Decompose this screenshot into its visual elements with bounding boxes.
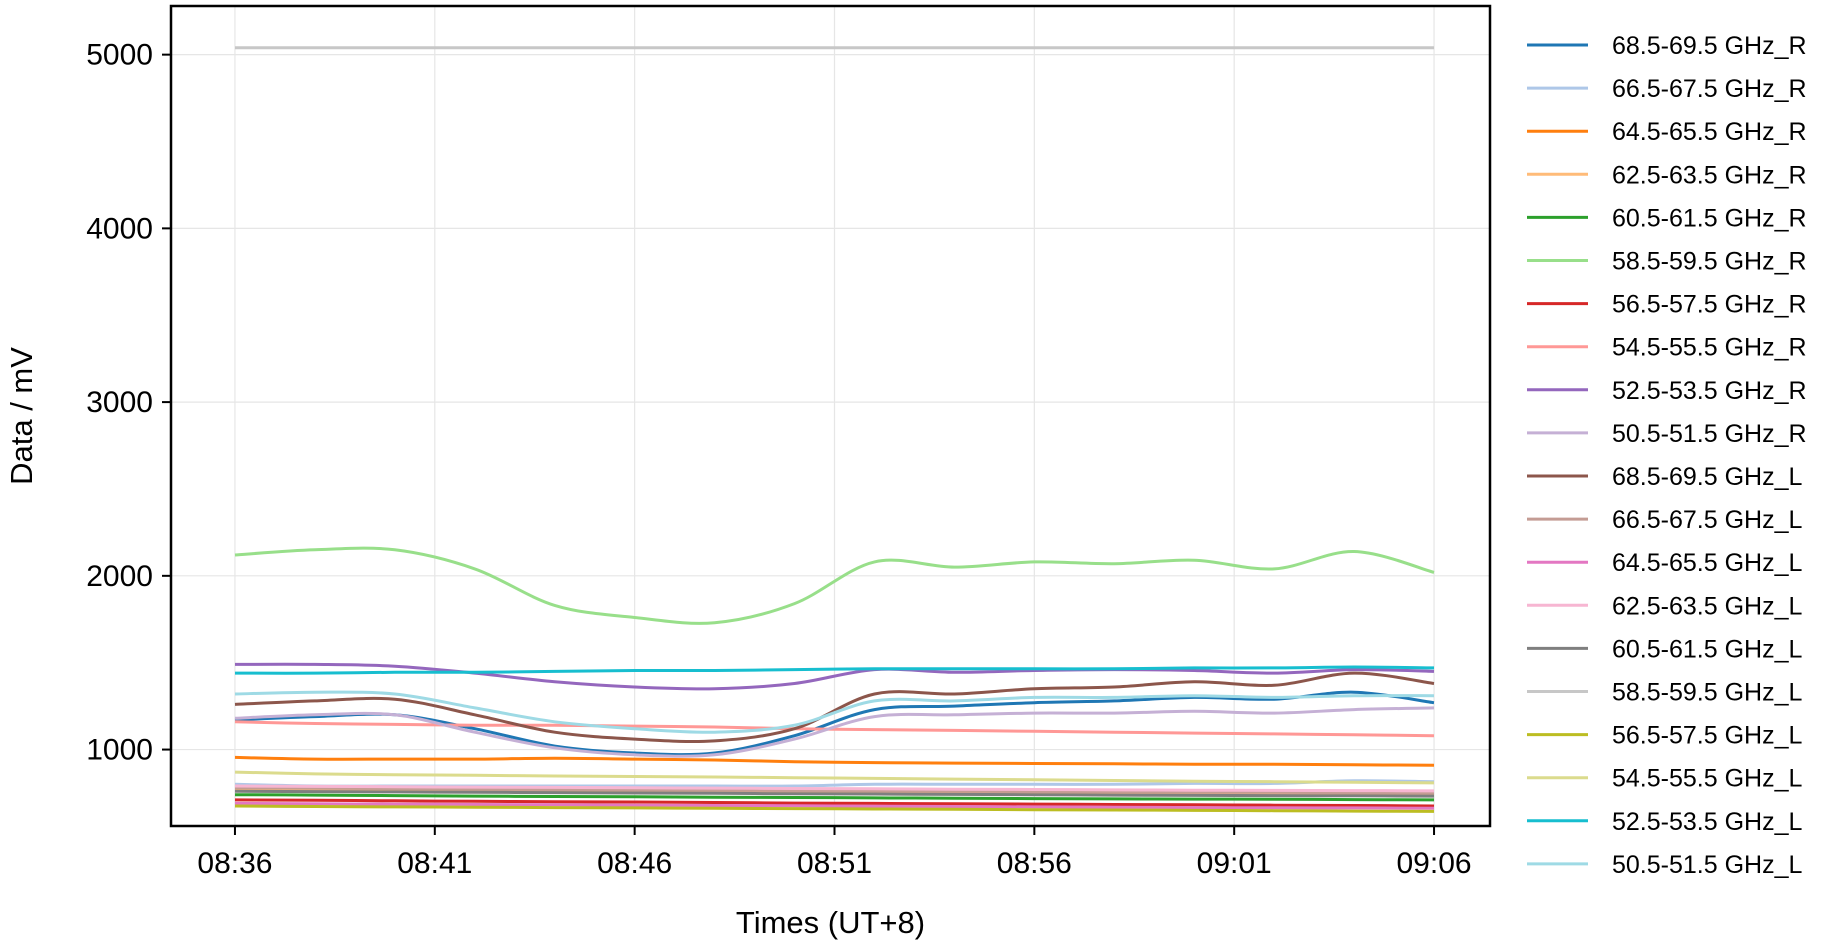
grid-lines (171, 6, 1490, 826)
legend-label: 64.5-65.5 GHz_L (1612, 549, 1802, 577)
series-line (234, 662, 1435, 691)
legend-label: 50.5-51.5 GHz_L (1612, 851, 1802, 879)
y-tick-label: 5000 (86, 39, 153, 72)
series-line (234, 546, 1435, 625)
legend-label: 64.5-65.5 GHz_R (1612, 118, 1807, 146)
x-tick-label: 08:36 (197, 847, 272, 880)
series-line (234, 801, 1435, 810)
legend-label: 66.5-67.5 GHz_L (1612, 506, 1802, 534)
axis-ticks: 08:36 08:41 08:46 08:51 08:56 09:01 09:06 1000 2… (86, 39, 1471, 880)
series-line (234, 720, 1435, 738)
legend-label: 62.5-63.5 GHz_L (1612, 592, 1802, 620)
legend-label: 60.5-61.5 GHz_L (1612, 635, 1802, 663)
y-tick-label: 1000 (86, 734, 153, 767)
x-tick-label: 08:41 (397, 847, 472, 880)
legend-label: 58.5-59.5 GHz_L (1612, 679, 1802, 707)
series-line (234, 798, 1435, 808)
series-line (234, 784, 1435, 793)
series-line (234, 690, 1435, 757)
legend-label: 60.5-61.5 GHz_R (1612, 204, 1807, 232)
x-tick-label: 09:06 (1397, 847, 1472, 880)
x-tick-label: 08:56 (997, 847, 1072, 880)
series-line (234, 690, 1435, 734)
x-tick-label: 09:01 (1197, 847, 1272, 880)
y-tick-label: 3000 (86, 386, 153, 419)
series-line (234, 789, 1435, 798)
series-lines (234, 46, 1435, 813)
legend-label: 62.5-63.5 GHz_R (1612, 161, 1807, 189)
legend-label: 56.5-57.5 GHz_R (1612, 291, 1807, 319)
legend: 68.5-69.5 GHz_R 66.5-67.5 GHz_R 64.5-65.5 … (1527, 32, 1807, 879)
legend-label: 68.5-69.5 GHz_R (1612, 32, 1807, 60)
y-tick-label: 4000 (86, 212, 153, 245)
series-line (234, 804, 1435, 813)
legend-label: 54.5-55.5 GHz_R (1612, 334, 1807, 362)
legend-label: 54.5-55.5 GHz_L (1612, 765, 1802, 793)
x-tick-label: 08:46 (597, 847, 672, 880)
legend-label: 66.5-67.5 GHz_R (1612, 75, 1807, 103)
y-tick-label: 2000 (86, 560, 153, 593)
x-axis-label: Times (UT+8) (736, 905, 925, 940)
legend-label: 58.5-59.5 GHz_R (1612, 248, 1807, 276)
legend-label: 52.5-53.5 GHz_L (1612, 808, 1802, 836)
legend-label: 50.5-51.5 GHz_R (1612, 420, 1807, 448)
series-line (234, 665, 1435, 675)
plot-frame (169, 4, 1492, 828)
legend-label: 52.5-53.5 GHz_R (1612, 377, 1807, 405)
series-line (234, 793, 1435, 802)
x-tick-label: 08:51 (797, 847, 872, 880)
series-line (234, 706, 1435, 758)
legend-label: 56.5-57.5 GHz_L (1612, 722, 1802, 750)
series-line (234, 770, 1435, 785)
y-axis-label: Data / mV (4, 347, 39, 485)
series-line (234, 786, 1435, 795)
series-line (234, 755, 1435, 767)
series-line (234, 671, 1435, 744)
legend-label: 68.5-69.5 GHz_L (1612, 463, 1802, 491)
